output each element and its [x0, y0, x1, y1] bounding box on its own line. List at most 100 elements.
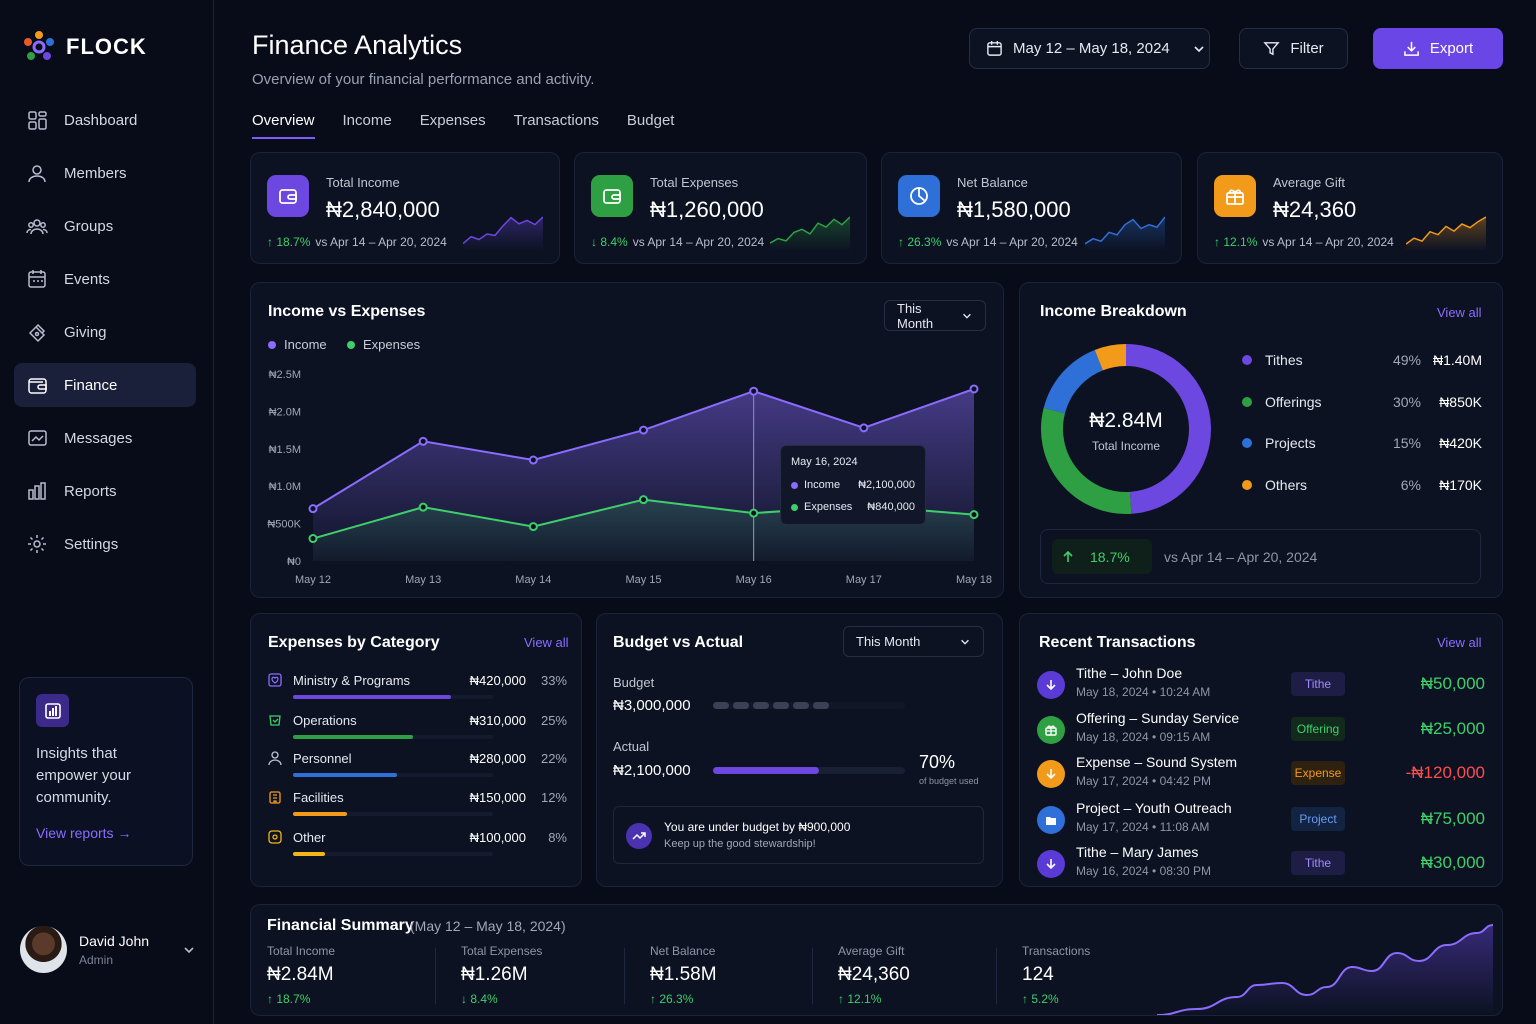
breakdown-percent: 6% [1400, 476, 1421, 493]
transaction-row[interactable]: Offering – Sunday Service May 18, 2024 • … [1037, 710, 1487, 750]
summary-metric-label: Net Balance [650, 944, 716, 958]
chevron-down-icon[interactable] [182, 943, 196, 957]
kpi-sparkline [463, 216, 543, 251]
expenses-point[interactable] [639, 495, 648, 505]
expenses-point[interactable] [528, 522, 538, 532]
summary-metric: Total Expenses ₦1.26M ↓ 8.4% [461, 944, 542, 1006]
expense-row[interactable]: Ministry & Programs ₦420,000 33% [267, 671, 567, 705]
income-point[interactable] [528, 455, 538, 465]
view-all-link[interactable]: View all [1437, 635, 1482, 650]
expense-progress-track [293, 852, 493, 856]
summary-metric-delta: ↓ 8.4% [461, 992, 498, 1006]
breakdown-dot [1242, 396, 1252, 407]
user-profile[interactable]: David John Admin [20, 926, 196, 973]
transaction-row[interactable]: Tithe – Mary James May 16, 2024 • 08:30 P… [1037, 844, 1487, 884]
tab-income[interactable]: Income [342, 112, 392, 129]
expense-row[interactable]: Facilities ₦150,000 12% [267, 788, 567, 822]
view-reports-link[interactable]: View reports → [36, 825, 132, 841]
budget-note: You are under budget by ₦900,000 Keep up… [613, 806, 984, 864]
period-label: This Month [856, 634, 921, 649]
export-button[interactable]: Export [1373, 28, 1503, 69]
filter-button[interactable]: Filter [1239, 28, 1348, 69]
donut-slice-projects[interactable] [1043, 349, 1104, 414]
app-logo[interactable]: FLOCK [22, 30, 147, 64]
tab-expenses[interactable]: Expenses [419, 112, 486, 129]
flock-logo-icon [24, 31, 54, 60]
expenses-point[interactable] [308, 534, 318, 544]
app-name: FLOCK [66, 34, 147, 59]
x-tick-label: May 17 [846, 574, 882, 586]
tab-budget[interactable]: Budget [626, 112, 675, 129]
income-point[interactable] [859, 423, 869, 433]
sidebar-item-members[interactable]: Members [14, 151, 196, 195]
kpi-card-total-expenses[interactable]: Total Expenses ₦1,260,000 ↓ 8.4% vs Apr 14 … [574, 152, 867, 264]
arrow-down-icon [1037, 850, 1065, 878]
kpi-delta-value: ↓ 8.4% [591, 235, 628, 249]
sidebar-nav: Dashboard Members Groups Events Giving Financ… [14, 98, 196, 575]
donut-center-value: ₦2.84M [1089, 409, 1163, 432]
chevron-down-icon [1194, 45, 1204, 52]
expense-row[interactable]: Personnel ₦280,000 22% [267, 749, 567, 783]
chevron-down-icon [961, 639, 969, 645]
page-title: Finance Analytics [252, 30, 463, 60]
sidebar-item-settings[interactable]: Settings [14, 522, 196, 566]
period-select[interactable]: This Month [884, 300, 986, 331]
gift-icon [1037, 716, 1065, 744]
kpi-card-net-balance[interactable]: Net Balance ₦1,580,000 ↑ 26.3% vs Apr 14 – … [881, 152, 1182, 264]
transaction-row[interactable]: Project – Youth Outreach May 17, 2024 • 1… [1037, 800, 1487, 840]
income-point[interactable] [749, 386, 759, 396]
date-range-picker[interactable]: May 12 – May 18, 2024 [969, 28, 1210, 69]
sidebar-item-messages[interactable]: Messages [14, 416, 196, 460]
sidebar-item-groups[interactable]: Groups [14, 204, 196, 248]
expense-name: Ministry & Programs [293, 673, 411, 688]
expenses-point[interactable] [969, 510, 979, 520]
x-tick-label: May 15 [625, 574, 661, 586]
wallet-icon [28, 378, 47, 394]
income-point[interactable] [418, 436, 428, 446]
summary-metric-delta: ↑ 18.7% [267, 992, 311, 1006]
sidebar: FLOCK Dashboard Members Groups Events Giving… [0, 0, 214, 1024]
sparkline-area [463, 217, 543, 251]
income-point[interactable] [639, 425, 648, 435]
y-tick-label: ₦0 [287, 556, 301, 568]
breakdown-percent: 49% [1392, 352, 1421, 368]
transaction-row[interactable]: Tithe – John Doe May 18, 2024 • 10:24 AM T… [1037, 665, 1487, 705]
expense-row[interactable]: Other ₦100,000 8% [267, 828, 567, 862]
income-point[interactable] [308, 504, 318, 514]
income-point[interactable] [969, 384, 979, 394]
transaction-title: Expense – Sound System [1076, 754, 1238, 770]
expense-row[interactable]: Operations ₦310,000 25% [267, 711, 567, 745]
donut-slice-offerings[interactable] [1041, 407, 1132, 514]
sidebar-item-dashboard[interactable]: Dashboard [14, 98, 196, 142]
sidebar-item-events[interactable]: Events [14, 257, 196, 301]
kpi-delta-value: ↑ 26.3% [898, 235, 942, 249]
transaction-row[interactable]: Expense – Sound System May 17, 2024 • 04:… [1037, 754, 1487, 794]
expenses-point[interactable] [749, 508, 759, 518]
donut-slice-others[interactable] [1094, 344, 1127, 371]
transaction-title: Tithe – Mary James [1076, 844, 1199, 860]
actual-label: Actual [613, 739, 650, 754]
view-all-link[interactable]: View all [524, 635, 569, 650]
period-select[interactable]: This Month [843, 626, 984, 657]
expense-value: ₦310,000 [469, 713, 526, 728]
sidebar-item-finance[interactable]: Finance [14, 363, 196, 407]
y-tick-label: ₦1.5M [269, 444, 301, 456]
sidebar-item-giving[interactable]: Giving [14, 310, 196, 354]
summary-trend-area [1157, 925, 1493, 1015]
kpi-card-average-gift[interactable]: Average Gift ₦24,360 ↑ 12.1% vs Apr 14 – Ap… [1197, 152, 1503, 264]
expenses-point[interactable] [418, 502, 428, 512]
kpi-card-total-income[interactable]: Total Income ₦2,840,000 ↑ 18.7% vs Apr 14 –… [250, 152, 560, 264]
donut-slice-tithes[interactable] [1125, 344, 1211, 514]
tab-transactions[interactable]: Transactions [513, 112, 599, 129]
tab-overview[interactable]: Overview [252, 112, 315, 139]
card-title: Recent Transactions [1039, 634, 1196, 651]
export-label: Export [1429, 40, 1474, 57]
wallet-icon [267, 175, 309, 217]
kpi-label: Total Income [326, 175, 400, 190]
view-all-link[interactable]: View all [1437, 305, 1482, 320]
sidebar-item-reports[interactable]: Reports [14, 469, 196, 513]
kpi-label: Total Expenses [650, 175, 739, 190]
y-tick-label: ₦500K [267, 519, 301, 531]
expense-progress-track [293, 735, 493, 739]
sidebar-item-label: Groups [64, 217, 114, 235]
